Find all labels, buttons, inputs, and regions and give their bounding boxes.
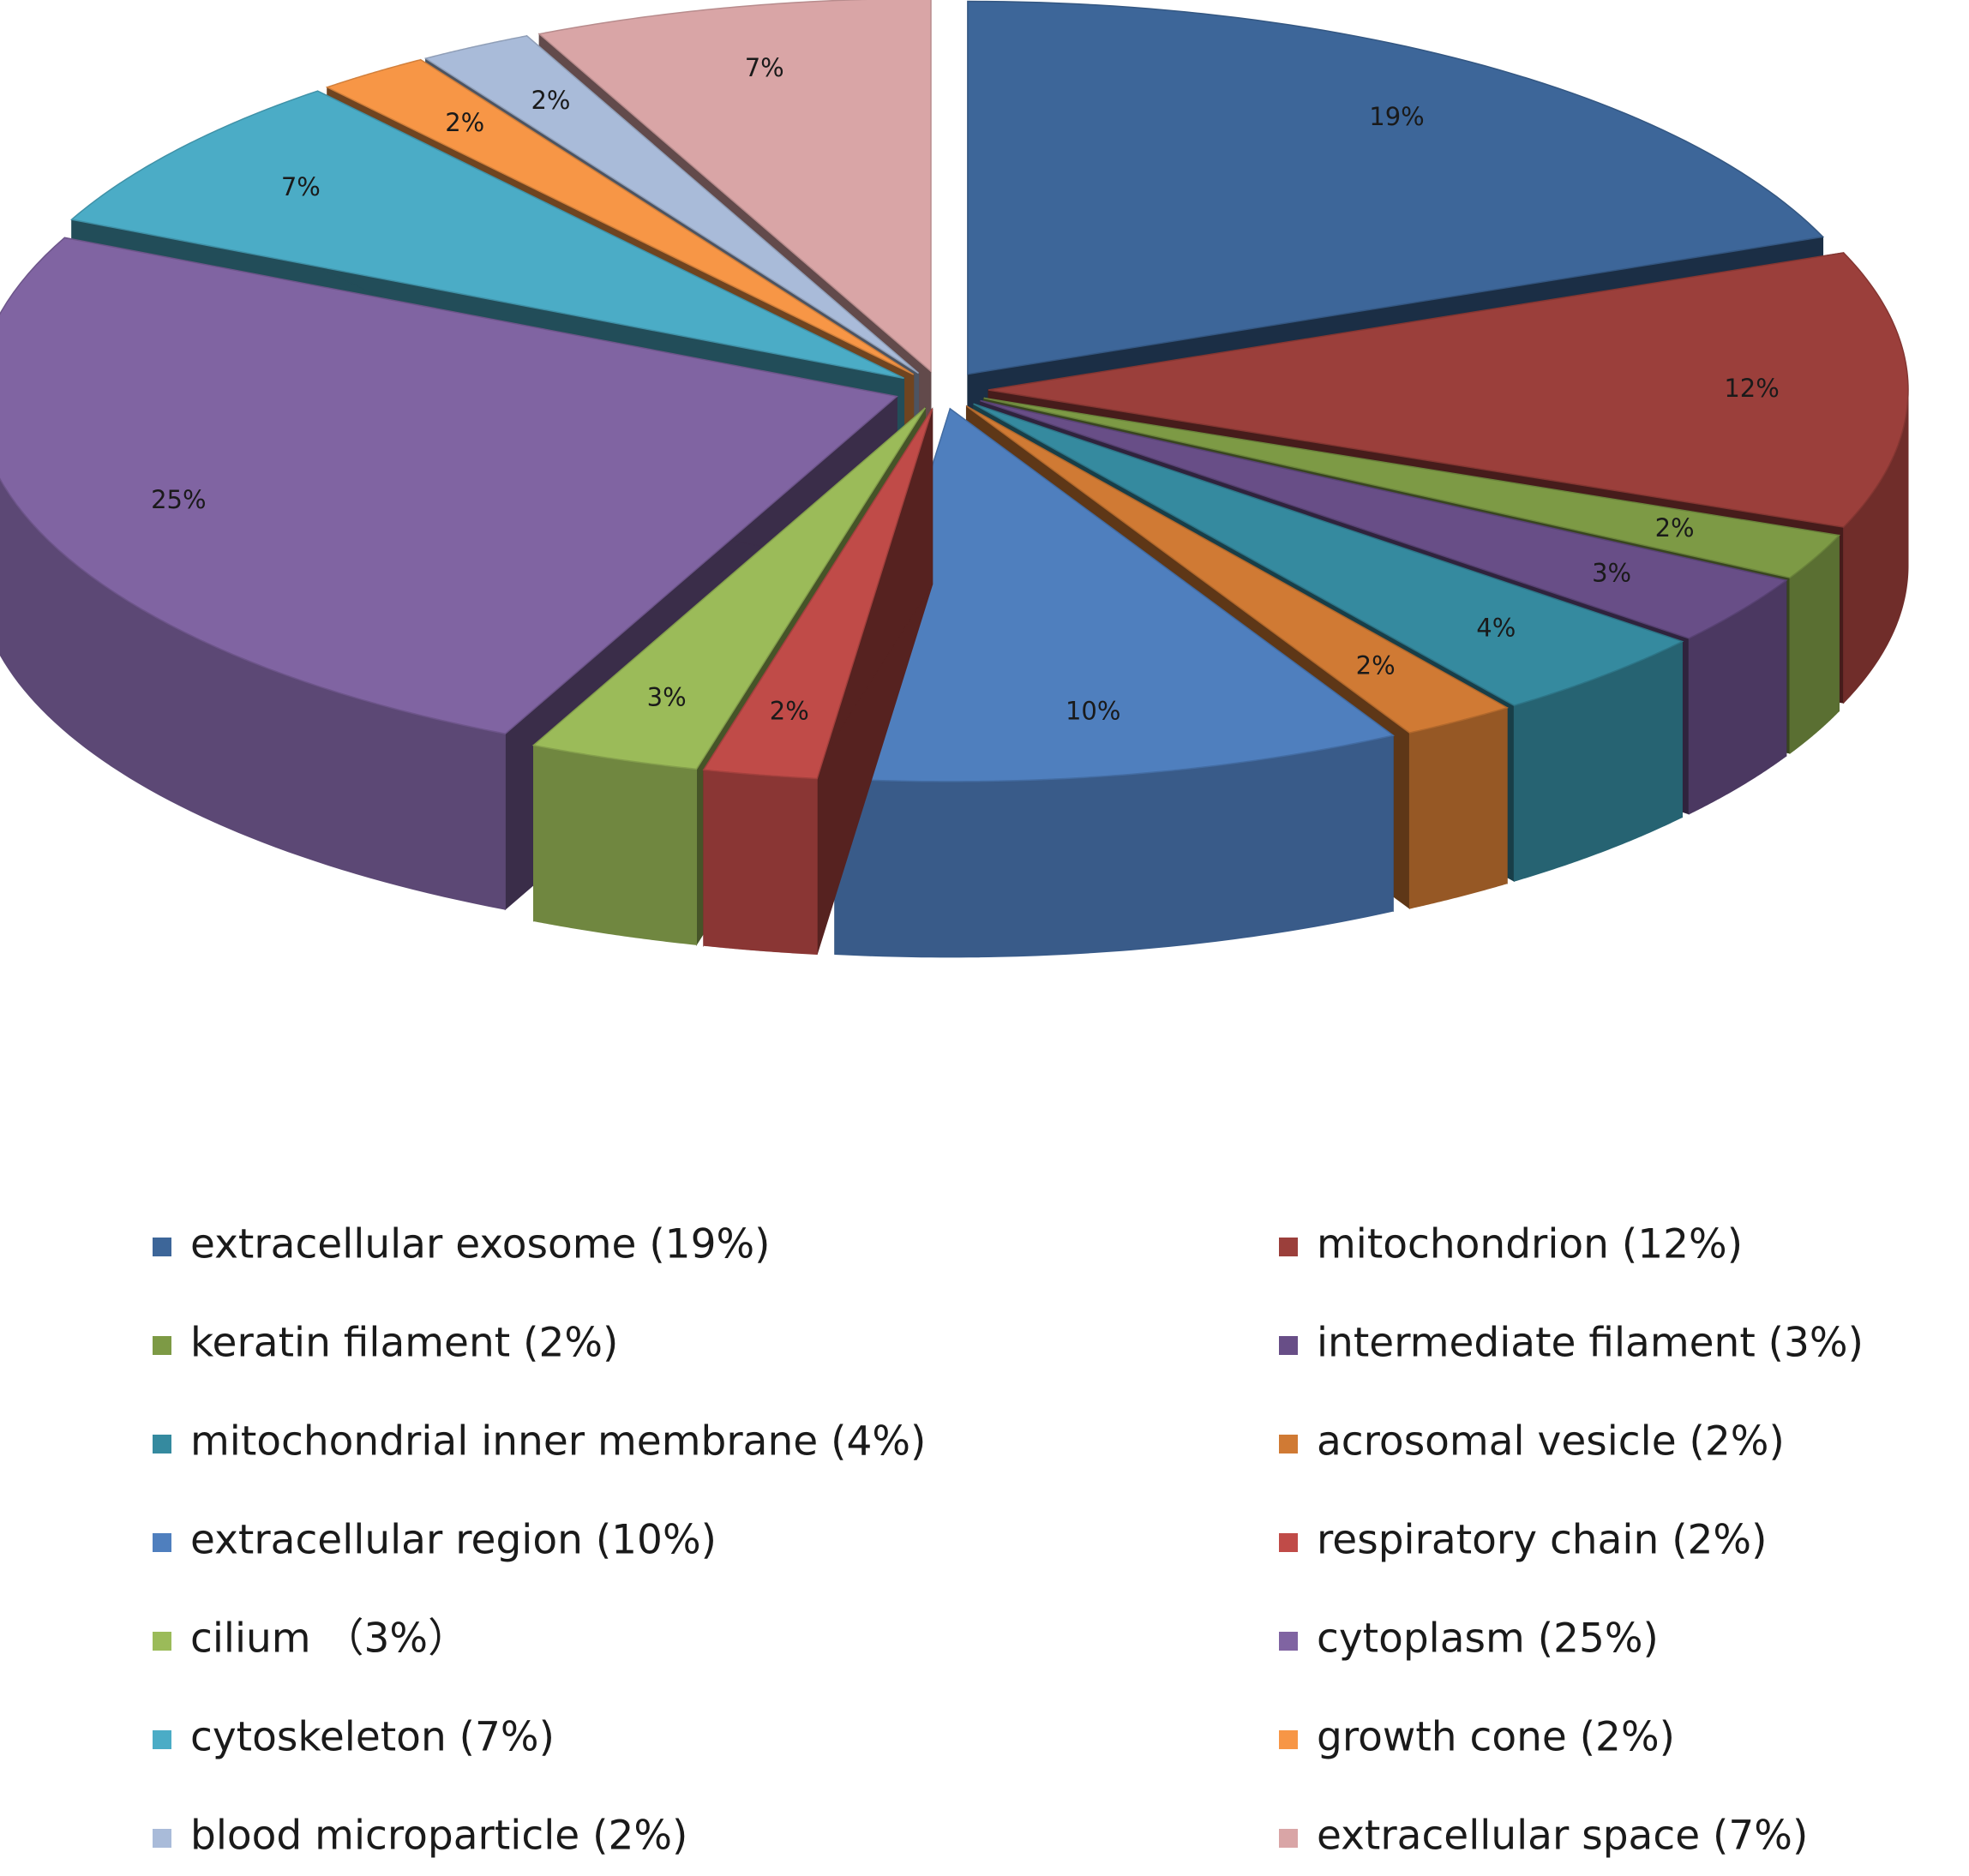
legend-swatch bbox=[153, 1829, 171, 1848]
legend-item: extracellular region (10%) bbox=[153, 1517, 717, 1564]
slice-percent-label: 3% bbox=[1592, 558, 1631, 587]
slice-percent-label: 3% bbox=[647, 683, 687, 712]
pie-slice bbox=[833, 407, 1396, 958]
slice-top bbox=[325, 58, 915, 375]
legend-item: mitochondrial inner membrane (4%) bbox=[153, 1418, 926, 1465]
legend-swatch bbox=[1279, 1238, 1298, 1256]
legend-swatch bbox=[153, 1435, 171, 1453]
legend-item: intermediate filament (3%) bbox=[1279, 1320, 1864, 1367]
legend-swatch bbox=[1279, 1336, 1298, 1355]
slice-percent-label: 2% bbox=[1356, 651, 1396, 680]
slice-top bbox=[966, 405, 1510, 734]
legend-swatch bbox=[153, 1730, 171, 1749]
legend-label: cytoskeleton (7%) bbox=[190, 1714, 555, 1761]
legend: extracellular exosome (19%) mitochondrion… bbox=[153, 1221, 1864, 1860]
legend-swatch bbox=[153, 1336, 171, 1355]
legend-swatch bbox=[153, 1238, 171, 1256]
legend-item: blood microparticle (2%) bbox=[153, 1813, 687, 1860]
slice-percent-label: 4% bbox=[1476, 613, 1516, 642]
legend-label: cilium （3%） bbox=[190, 1615, 468, 1663]
slice-top bbox=[0, 237, 898, 734]
slice-top bbox=[69, 90, 904, 380]
slice-top bbox=[980, 399, 1788, 639]
slice-percent-label: 7% bbox=[281, 172, 321, 201]
legend-label: blood microparticle (2%) bbox=[190, 1813, 687, 1860]
legend-item: mitochondrion (12%) bbox=[1279, 1221, 1743, 1268]
legend-label: mitochondrion (12%) bbox=[1317, 1221, 1743, 1268]
legend-item: extracellular space (7%) bbox=[1279, 1813, 1808, 1860]
legend-label: cytoplasm (25%) bbox=[1317, 1615, 1659, 1663]
slice-top bbox=[833, 407, 1396, 782]
legend-swatch bbox=[153, 1533, 171, 1552]
slice-top bbox=[423, 35, 919, 375]
slice-percent-label: 10% bbox=[1066, 697, 1120, 726]
legend-label: respiratory chain (2%) bbox=[1317, 1517, 1767, 1564]
slice-percent-label: 12% bbox=[1724, 374, 1779, 403]
legend-swatch bbox=[1279, 1632, 1298, 1651]
legend-swatch bbox=[153, 1632, 171, 1651]
legend-swatch bbox=[1279, 1829, 1298, 1848]
legend-item: extracellular exosome (19%) bbox=[153, 1221, 770, 1268]
legend-item: cilium （3%） bbox=[153, 1615, 468, 1663]
legend-item: cytoplasm (25%) bbox=[1279, 1615, 1659, 1663]
legend-item: respiratory chain (2%) bbox=[1279, 1517, 1767, 1564]
legend-item: cytoskeleton (7%) bbox=[153, 1714, 555, 1761]
slice-top bbox=[702, 408, 933, 780]
slice-front-wall bbox=[1408, 707, 1508, 909]
slice-percent-label: 25% bbox=[151, 485, 206, 514]
legend-item: growth cone (2%) bbox=[1279, 1714, 1675, 1761]
legend-label: intermediate filament (3%) bbox=[1317, 1320, 1864, 1367]
legend-label: extracellular exosome (19%) bbox=[190, 1221, 770, 1268]
slice-top bbox=[537, 0, 932, 373]
legend-label: extracellular space (7%) bbox=[1317, 1813, 1808, 1860]
legend-label: growth cone (2%) bbox=[1317, 1714, 1675, 1761]
slice-percent-label: 19% bbox=[1369, 102, 1424, 131]
slice-top bbox=[983, 397, 1840, 578]
slice-top bbox=[988, 252, 1909, 528]
slice-front-wall bbox=[533, 744, 698, 945]
legend-label: extracellular region (10%) bbox=[190, 1517, 717, 1564]
legend-swatch bbox=[1279, 1730, 1298, 1749]
legend-item: keratin filament (2%) bbox=[153, 1320, 618, 1367]
legend-item: acrosomal vesicle (2%) bbox=[1279, 1418, 1785, 1465]
slice-top bbox=[973, 403, 1684, 706]
slice-percent-label: 2% bbox=[1655, 513, 1695, 542]
pie-layer bbox=[0, 0, 1909, 958]
slice-percent-label: 2% bbox=[770, 697, 809, 726]
slice-percent-label: 2% bbox=[531, 86, 570, 115]
legend-label: mitochondrial inner membrane (4%) bbox=[190, 1418, 926, 1465]
slice-percent-label: 2% bbox=[445, 108, 484, 137]
legend-label: acrosomal vesicle (2%) bbox=[1317, 1418, 1785, 1465]
legend-swatch bbox=[1279, 1533, 1298, 1552]
legend-swatch bbox=[1279, 1435, 1298, 1453]
slice-top bbox=[967, 0, 1825, 375]
slice-front-wall bbox=[703, 769, 818, 955]
pie-slice bbox=[702, 407, 933, 955]
pie-labels: 19% 12% 2% 3% 4% 2% 10% 2% 3% 25% 7% 2% 2% 7% bbox=[151, 53, 1780, 726]
slice-top bbox=[531, 407, 927, 770]
legend-label: keratin filament (2%) bbox=[190, 1320, 618, 1367]
slice-percent-label: 7% bbox=[745, 53, 784, 82]
